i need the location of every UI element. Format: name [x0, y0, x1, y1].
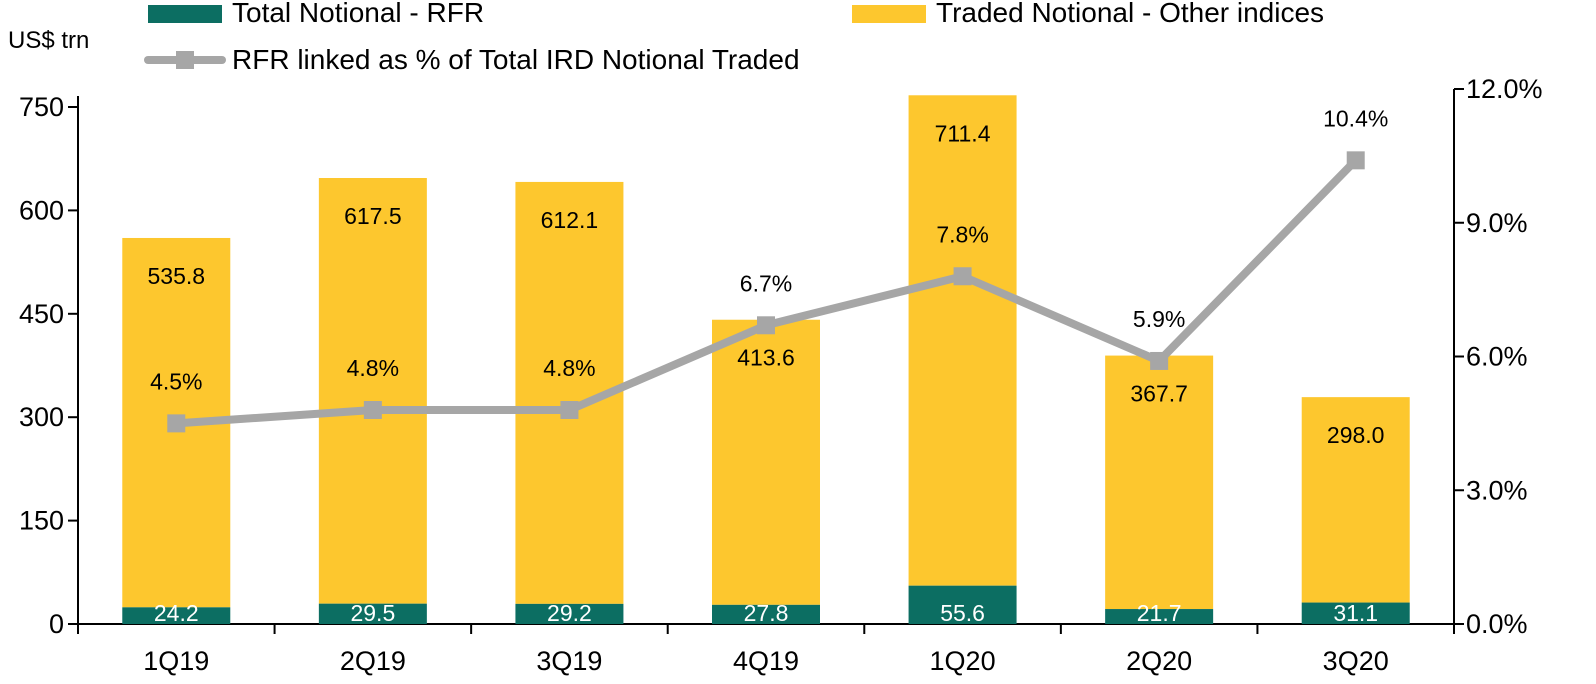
left-axis: 0 150 300 450 600 750: [19, 92, 79, 639]
bar-rfr: [318, 603, 427, 624]
bar-label-other: 413.6: [737, 345, 795, 371]
legend-swatch-rfr: [148, 5, 222, 23]
right-tick-label: 0.0%: [1466, 609, 1528, 639]
left-tick-label: 300: [19, 402, 64, 432]
legend-label-line: RFR linked as % of Total IRD Notional Tr…: [232, 44, 800, 75]
line-series: 4.5% 4.8% 4.8% 6.7% 7.8% 5.9% 10.4%: [150, 105, 1388, 433]
bar-rfr: [122, 607, 231, 624]
left-axis-unit-label: US$ trn: [8, 27, 89, 54]
bar-label-rfr: 24.2: [154, 600, 199, 626]
right-tick-label: 6.0%: [1466, 342, 1528, 372]
line-label: 6.7%: [740, 270, 792, 296]
legend-label-other: Traded Notional - Other indices: [936, 0, 1324, 28]
bar-label-other: 711.4: [935, 120, 991, 146]
right-tick-label: 9.0%: [1466, 208, 1528, 238]
line-marker: [363, 401, 382, 419]
line-marker: [953, 267, 972, 286]
line-marker: [1346, 151, 1365, 170]
line-marker: [1150, 351, 1169, 370]
line-label: 7.8%: [936, 221, 988, 247]
bar-label-rfr: 27.8: [744, 600, 789, 626]
bar-label-other: 535.8: [148, 263, 206, 289]
bar-label-other: 298.0: [1327, 422, 1385, 448]
x-tick-label: 2Q19: [340, 646, 406, 676]
line-marker: [167, 414, 186, 433]
legend-label-rfr: Total Notional - RFR: [232, 0, 484, 28]
x-axis: 1Q19 2Q19 3Q19 4Q19 1Q20 2Q20 3Q20: [77, 623, 1455, 676]
bar-other-indices: [908, 95, 1017, 586]
bar-rfr: [712, 604, 820, 624]
right-tick-label: 3.0%: [1466, 475, 1528, 505]
x-tick-label: 2Q20: [1126, 646, 1192, 676]
line-label: 10.4%: [1323, 105, 1388, 131]
bars: 535.8 24.2 617.5 29.5 612.1 29.2 413.6 27.8 711.…: [122, 95, 1410, 626]
bar-label-rfr: 55.6: [940, 600, 985, 626]
bar-label-rfr: 29.5: [350, 600, 395, 626]
line-label: 4.8%: [347, 355, 399, 381]
right-tick-label: 12.0%: [1466, 74, 1543, 104]
legend: Total Notional - RFR Traded Notional - O…: [144, 0, 1324, 75]
bar-label-rfr: 31.1: [1333, 600, 1378, 626]
line-marker: [560, 401, 579, 419]
bar-label-other: 612.1: [541, 207, 599, 233]
bar-rfr: [1301, 602, 1410, 624]
x-tick-label: 1Q20: [930, 646, 996, 676]
line-label: 5.9%: [1133, 306, 1185, 332]
legend-swatch-other: [852, 5, 926, 23]
left-tick-label: 0: [49, 609, 64, 639]
left-tick-label: 600: [19, 195, 64, 225]
right-axis: 0.0% 3.0% 6.0% 9.0% 12.0%: [1453, 74, 1543, 639]
bar-rfr: [1105, 609, 1214, 624]
bar-other-indices: [318, 178, 427, 604]
bar-other-indices: [712, 319, 820, 605]
bar-other-indices: [1301, 397, 1410, 603]
line-marker: [757, 316, 775, 335]
x-tick-label: 3Q19: [536, 646, 602, 676]
bar-rfr: [908, 585, 1017, 624]
left-tick-label: 450: [19, 299, 64, 329]
bar-label-other: 367.7: [1130, 381, 1188, 407]
bar-label-rfr: 29.2: [547, 600, 592, 626]
left-tick-label: 750: [19, 92, 64, 122]
x-tick-label: 1Q19: [143, 646, 209, 676]
line-label: 4.8%: [543, 355, 595, 381]
legend-swatch-marker: [176, 51, 194, 69]
bar-other-indices: [1105, 355, 1214, 610]
x-tick-label: 4Q19: [733, 646, 799, 676]
bar-label-rfr: 21.7: [1137, 600, 1182, 626]
bar-label-other: 617.5: [344, 203, 402, 229]
bar-rfr: [515, 603, 624, 624]
line-label: 4.5%: [150, 368, 202, 394]
x-tick-label: 3Q20: [1323, 646, 1389, 676]
left-tick-label: 150: [19, 506, 64, 536]
